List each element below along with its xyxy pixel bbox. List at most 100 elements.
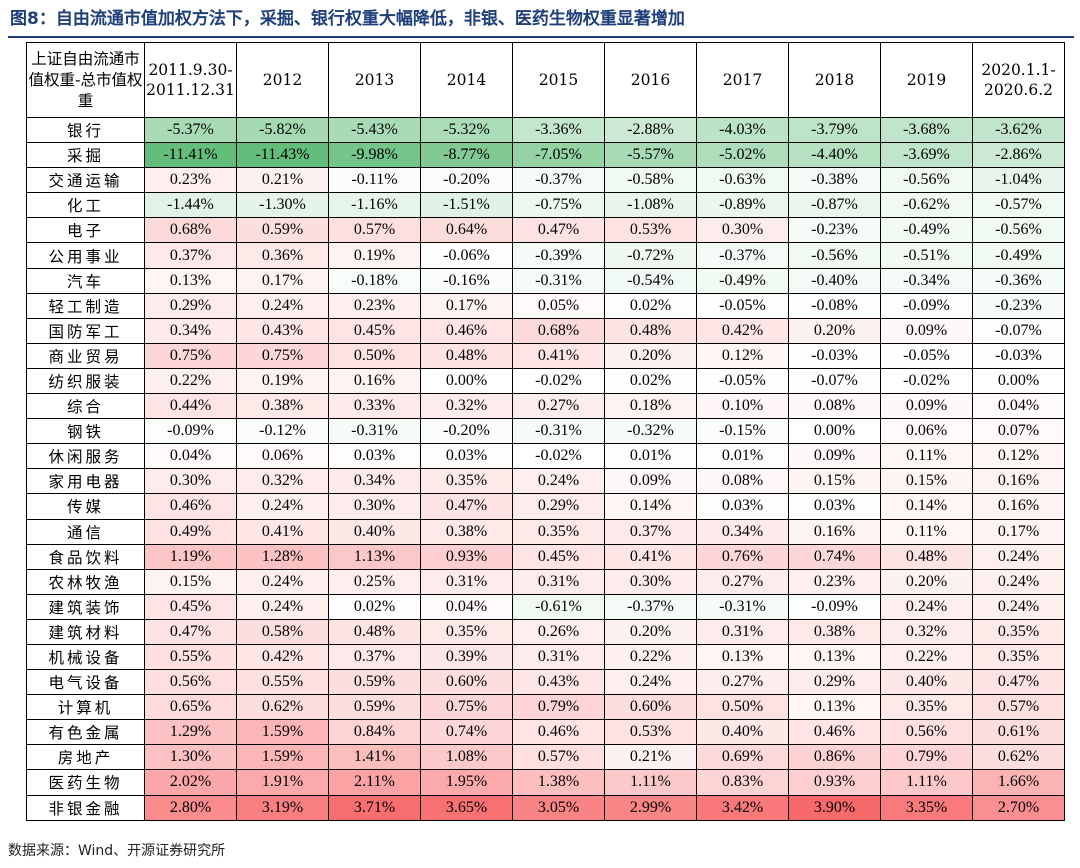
heat-cell: -0.05% [880,342,973,369]
table-row: 医药生物 2.02% 1.91% 2.11% 1.95% 1.38% 1.11% 0.83% 0… [26,769,1065,796]
heat-cell: -0.39% [512,242,605,269]
heat-cell: -0.49% [972,242,1065,269]
column-header: 2019 [880,42,973,118]
heat-cell: -0.37% [512,167,605,194]
heat-cell: 0.56% [880,719,973,746]
table-row: 建筑装饰 0.45% 0.24% 0.02% 0.04% -0.61% -0.37% -0.3… [26,593,1065,620]
industry-label: 医药生物 [26,769,145,796]
heat-cell: -11.41% [144,142,237,169]
heat-cell: 0.16% [328,367,421,395]
table-row: 通信 0.49% 0.41% 0.40% 0.38% 0.35% 0.37% 0.34% 0.1… [26,518,1065,545]
table-row: 计算机 0.65% 0.62% 0.59% 0.75% 0.79% 0.60% 0.50% 0.… [26,694,1065,721]
heat-cell: 0.59% [328,669,421,696]
heat-cell: 0.35% [512,518,605,545]
heat-cell: -0.20% [420,167,513,194]
heat-cell: 0.17% [972,518,1065,545]
heat-cell: -0.87% [788,192,881,219]
industry-label: 有色金属 [26,719,145,746]
heat-cell: 0.37% [144,242,237,269]
heat-cell: 0.16% [972,468,1065,495]
heat-cell: 0.61% [972,719,1065,746]
heat-cell: 0.68% [512,317,605,344]
heat-cell: 0.24% [972,593,1065,620]
heat-cell: -1.44% [144,192,237,219]
heat-cell: -9.98% [328,142,421,169]
heat-cell: -1.04% [972,167,1065,194]
heat-cell: -5.43% [328,116,421,144]
heat-cell: 0.47% [512,217,605,244]
heat-cell: 0.79% [512,694,605,721]
heat-cell: 0.40% [880,669,973,696]
heat-cell: -1.51% [420,192,513,219]
heat-cell: -8.77% [420,142,513,169]
column-header: 2016 [604,42,697,118]
heat-cell: -0.51% [880,242,973,269]
heat-cell: 0.57% [972,694,1065,721]
heat-cell: 0.22% [880,643,973,671]
heat-cell: 0.00% [788,418,881,445]
heat-cell: 3.05% [512,794,605,821]
heat-cell: 0.21% [236,167,329,194]
heat-cell: 0.74% [788,543,881,570]
industry-label: 交通运输 [26,167,145,194]
heat-cell: 0.08% [696,468,789,495]
heat-cell: -0.58% [604,167,697,194]
corner-label: 上证自由流通市值权重-总市值权重 [26,42,145,118]
heat-cell: -0.56% [880,167,973,194]
heat-cell: 0.24% [236,593,329,620]
heat-cell: 0.34% [328,468,421,495]
heat-cell: 0.24% [236,568,329,595]
heat-cell: 2.80% [144,794,237,821]
heat-cell: -3.69% [880,142,973,169]
heat-cell: 3.65% [420,794,513,821]
column-header: 2012 [236,42,329,118]
heat-cell: 0.29% [788,669,881,696]
heat-cell: 0.20% [788,317,881,344]
heat-cell: 0.64% [420,217,513,244]
table-row: 建筑材料 0.47% 0.58% 0.48% 0.35% 0.26% 0.20% 0.31% 0… [26,618,1065,645]
heat-cell: 1.59% [236,719,329,746]
heat-cell: 0.45% [144,593,237,620]
heat-cell: 0.45% [328,317,421,344]
table-row: 钢铁 -0.09% -0.12% -0.31% -0.20% -0.31% -0.32% -0… [26,418,1065,445]
table-row: 农林牧渔 0.15% 0.24% 0.25% 0.31% 0.31% 0.30% 0.27% 0… [26,568,1065,595]
table-row: 电气设备 0.56% 0.55% 0.59% 0.60% 0.43% 0.24% 0.27% 0… [26,669,1065,696]
heat-cell: 0.37% [328,643,421,671]
heat-cell: -3.36% [512,116,605,144]
heat-cell: 0.09% [604,468,697,495]
heat-cell: 0.13% [788,694,881,721]
heat-cell: 0.09% [788,443,881,470]
industry-label: 化工 [26,192,145,219]
heat-cell: -0.36% [972,267,1065,294]
heat-cell: 3.35% [880,794,973,821]
heat-cell: 0.23% [328,292,421,319]
table-row: 商业贸易 0.75% 0.75% 0.50% 0.48% 0.41% 0.20% 0.12% -… [26,342,1065,369]
heat-cell: 0.84% [328,719,421,746]
heat-cell: -0.18% [328,267,421,294]
heat-cell: -5.82% [236,116,329,144]
heat-cell: -3.79% [788,116,881,144]
heat-cell: -0.32% [604,418,697,445]
heat-cell: -0.31% [512,267,605,294]
heat-cell: 0.43% [236,317,329,344]
heat-cell: -0.20% [420,418,513,445]
heat-cell: -0.89% [696,192,789,219]
heat-cell: 2.11% [328,769,421,796]
heat-cell: -0.06% [420,242,513,269]
heat-cell: -0.08% [788,292,881,319]
heat-cell: -0.49% [880,217,973,244]
heat-cell: 0.08% [788,393,881,420]
column-header: 2015 [512,42,605,118]
heat-cell: -5.02% [696,142,789,169]
heat-cell: 0.14% [880,493,973,520]
heat-cell: 0.04% [144,443,237,470]
industry-label: 纺织服装 [26,367,145,395]
heat-cell: 0.76% [696,543,789,570]
heat-cell: 0.02% [328,593,421,620]
heat-cell: 0.46% [420,317,513,344]
heat-cell: 0.44% [144,393,237,420]
heat-cell: 1.30% [144,744,237,771]
heat-cell: 0.93% [420,543,513,570]
heat-cell: -0.38% [788,167,881,194]
table-row: 家用电器 0.30% 0.32% 0.34% 0.35% 0.24% 0.09% 0.08% 0… [26,468,1065,495]
